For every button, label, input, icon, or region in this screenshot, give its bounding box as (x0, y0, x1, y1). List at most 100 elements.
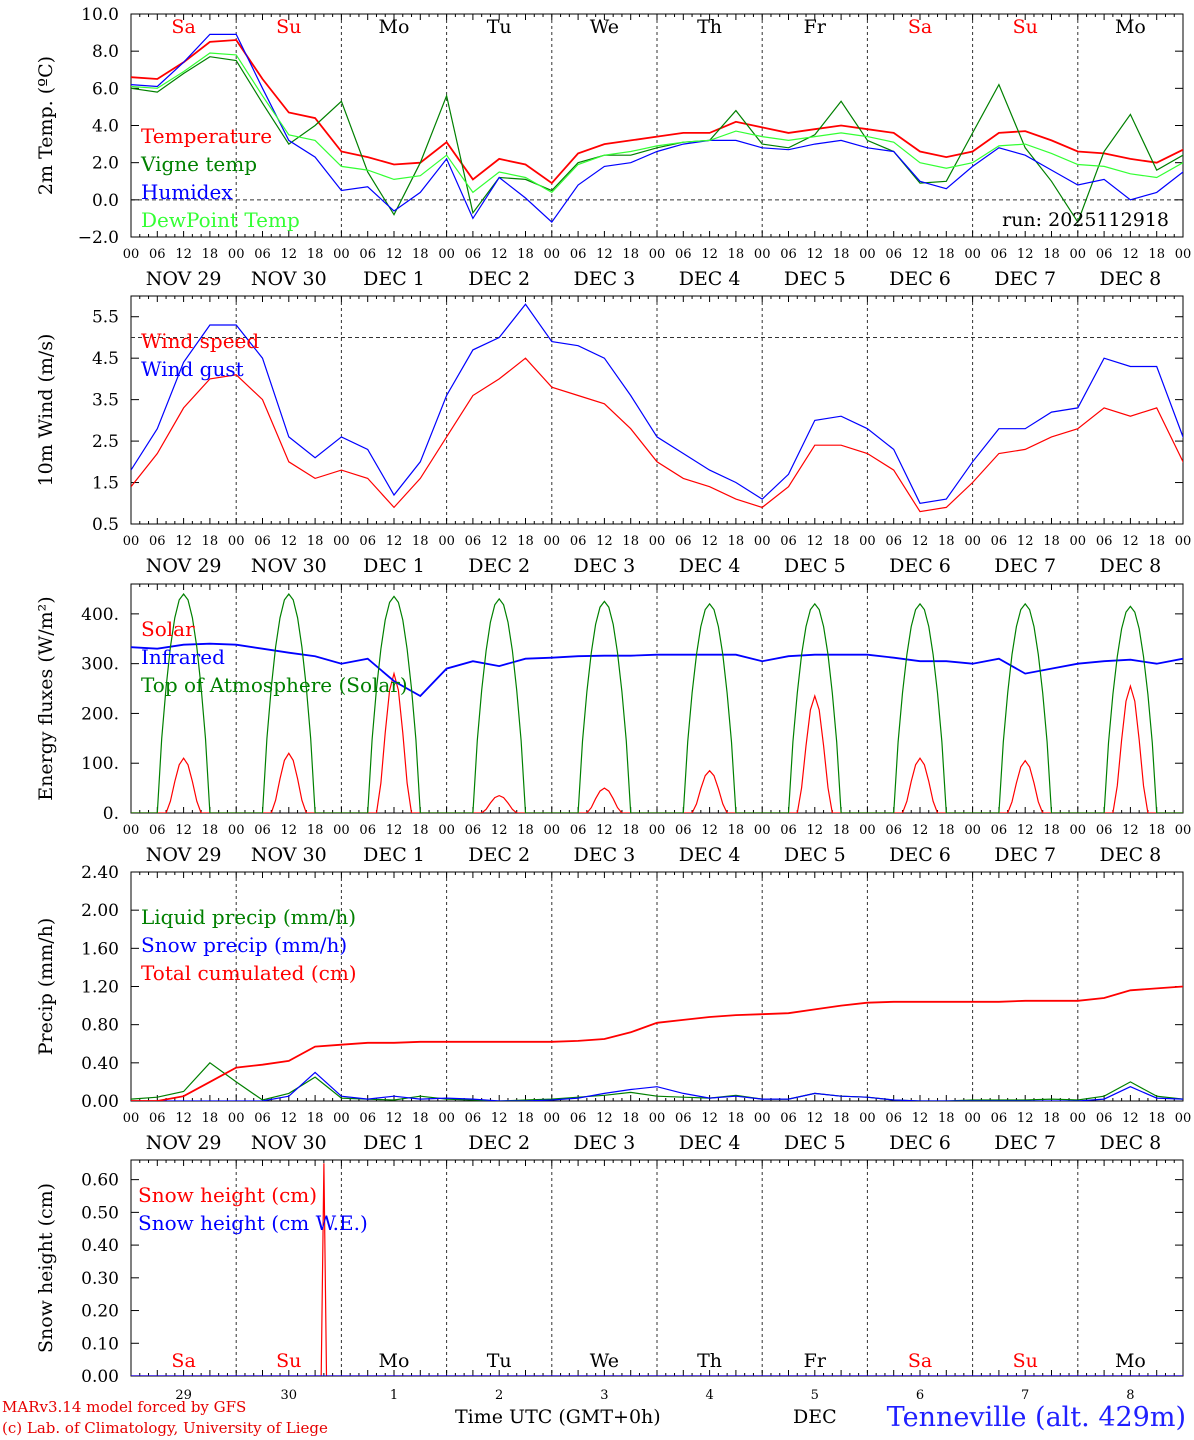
date-label: DEC 8 (1100, 268, 1162, 290)
hour-tick-label: 18 (938, 1111, 955, 1126)
y-tick-label: 0.00 (81, 1367, 119, 1387)
hour-tick-label: 18 (1148, 247, 1165, 262)
hour-tick-label: 18 (202, 247, 219, 262)
date-label: DEC 4 (679, 268, 741, 290)
series-line-temperature (131, 39, 1183, 185)
hour-tick-label: 12 (596, 823, 613, 838)
hour-tick-label: 12 (912, 534, 929, 549)
hour-tick-label: 06 (885, 823, 902, 838)
hour-tick-label: 06 (1096, 823, 1113, 838)
day-of-week-label: Su (276, 16, 301, 38)
hour-tick-label: 12 (701, 1111, 718, 1126)
credit-model: MARv3.14 model forced by GFS (2, 1398, 247, 1416)
hour-tick-label: 12 (1122, 823, 1139, 838)
hour-tick-label: 00 (438, 247, 455, 262)
y-tick-label: 200. (81, 704, 119, 724)
y-tick-label: 0.5 (92, 515, 119, 535)
y-tick-label: 400. (81, 605, 119, 625)
day-of-week-label: We (590, 1350, 619, 1372)
hour-tick-label: 18 (622, 247, 639, 262)
day-of-week-label: Fr (804, 16, 827, 38)
hour-tick-label: 18 (833, 1111, 850, 1126)
hour-tick-label: 12 (386, 1111, 403, 1126)
hour-tick-label: 00 (754, 247, 771, 262)
hour-tick-label: 00 (123, 1111, 140, 1126)
hour-tick-label: 00 (859, 823, 876, 838)
hour-tick-label: 06 (465, 823, 482, 838)
date-label: DEC 7 (994, 1132, 1056, 1154)
hour-tick-label: 00 (544, 823, 561, 838)
hour-tick-label: 00 (228, 823, 245, 838)
legend-entry: Temperature (141, 124, 272, 148)
date-label: DEC 1 (363, 844, 425, 866)
hour-tick-label: 12 (175, 534, 192, 549)
hour-tick-label: 18 (307, 247, 324, 262)
y-tick-label: 3.5 (92, 391, 119, 411)
legend-entry: Infrared (141, 645, 225, 669)
date-label: NOV 30 (251, 268, 327, 290)
y-tick-label: 6.0 (92, 79, 119, 99)
hour-tick-label: 12 (491, 823, 508, 838)
hour-tick-label: 00 (333, 247, 350, 262)
hour-tick-label: 18 (412, 247, 429, 262)
hour-tick-label: 06 (359, 823, 376, 838)
hour-tick-label: 06 (149, 247, 166, 262)
date-label: DEC 5 (784, 844, 846, 866)
hour-tick-label: 12 (701, 247, 718, 262)
hour-tick-label: 18 (728, 247, 745, 262)
date-label: DEC 2 (468, 1132, 530, 1154)
y-axis-label: Energy fluxes (W/m²) (35, 596, 57, 800)
hour-tick-label: 12 (386, 534, 403, 549)
series-line-wind-speed (131, 357, 1183, 513)
y-tick-label: 0.40 (81, 1054, 119, 1074)
hour-tick-label: 18 (517, 823, 534, 838)
hour-tick-label: 18 (412, 1111, 429, 1126)
hour-tick-label: 18 (202, 1111, 219, 1126)
day-of-week-label: We (590, 16, 619, 38)
day-number-label: 5 (811, 1388, 819, 1403)
hour-tick-label: 06 (991, 247, 1008, 262)
hour-tick-label: 18 (1148, 1111, 1165, 1126)
hour-tick-label: 18 (202, 534, 219, 549)
hour-tick-label: 12 (1122, 1111, 1139, 1126)
hour-tick-label: 00 (123, 534, 140, 549)
hour-tick-label: 00 (859, 247, 876, 262)
y-tick-label: 2.00 (81, 901, 119, 921)
hour-tick-label: 18 (833, 823, 850, 838)
panel-1: 10.0 8.0 6.0 4.0 2.0 0.0 −2.0 2m Temp. (ºC) 00 06… (35, 5, 1191, 290)
y-tick-label: 8.0 (92, 42, 119, 62)
date-label: DEC 3 (574, 844, 636, 866)
hour-tick-label: 06 (149, 823, 166, 838)
hour-tick-label: 06 (254, 823, 271, 838)
hour-tick-label: 06 (149, 534, 166, 549)
hour-tick-label: 00 (964, 534, 981, 549)
hour-tick-label: 06 (991, 534, 1008, 549)
hour-tick-label: 00 (228, 534, 245, 549)
date-label: DEC 8 (1100, 1132, 1162, 1154)
date-label: DEC 3 (574, 268, 636, 290)
hour-tick-label: 12 (175, 247, 192, 262)
legend-entry: Humidex (141, 180, 233, 204)
hour-tick-label: 06 (885, 1111, 902, 1126)
hour-tick-label: 00 (964, 1111, 981, 1126)
hour-tick-label: 06 (359, 534, 376, 549)
y-axis-label: Precip (mm/h) (35, 918, 57, 1056)
series-line-humidex (131, 33, 1183, 224)
y-tick-label: 10.0 (81, 5, 119, 25)
hour-tick-label: 18 (622, 1111, 639, 1126)
hour-tick-label: 18 (1043, 247, 1060, 262)
hour-tick-label: 18 (622, 534, 639, 549)
hour-tick-label: 06 (465, 534, 482, 549)
panel-3: 400. 300. 200. 100. 0. Energy fluxes (W/m²) 00… (35, 583, 1191, 866)
legend-entry: Total cumulated (cm) (141, 961, 357, 985)
hour-tick-label: 00 (438, 823, 455, 838)
date-label: DEC 6 (889, 268, 951, 290)
hour-tick-label: 00 (1070, 534, 1087, 549)
date-label: DEC 1 (363, 268, 425, 290)
legend-entry: Wind speed (141, 329, 259, 353)
y-tick-label: 0.30 (81, 1269, 119, 1289)
hour-tick-label: 18 (412, 534, 429, 549)
legend-entry: Liquid precip (mm/h) (141, 905, 356, 929)
hour-tick-label: 12 (281, 823, 298, 838)
hour-tick-label: 00 (649, 823, 666, 838)
